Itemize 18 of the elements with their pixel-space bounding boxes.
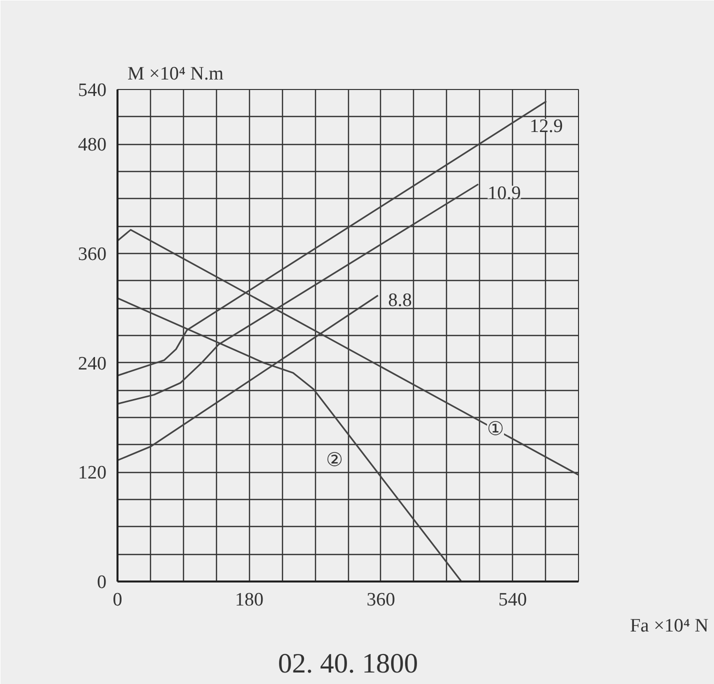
y-tick-label: 120: [78, 462, 106, 484]
y-tick-label: 540: [78, 80, 106, 101]
x-tick-label: 180: [234, 590, 264, 610]
y-tick-label: 360: [78, 244, 106, 265]
y-axis-title: M ×10⁴ N.m: [128, 64, 224, 84]
y-tick-label: 240: [78, 353, 106, 374]
y-tick-label: 480: [78, 134, 106, 156]
x-tick-label: 360: [366, 590, 396, 610]
x-tick-label: 540: [498, 590, 527, 610]
x-axis-title: Fa ×10⁴ N: [630, 616, 709, 636]
x-tick-label: 0: [112, 590, 122, 610]
series-label: 10.9: [488, 182, 521, 204]
series-label: 8.8: [388, 290, 412, 311]
series-label: ②: [326, 450, 344, 472]
series-label: ①: [487, 418, 504, 440]
text: 02. 40. 1800: [278, 648, 418, 680]
y-tick-label: 0: [97, 572, 106, 593]
series-label: 12.9: [530, 116, 563, 137]
